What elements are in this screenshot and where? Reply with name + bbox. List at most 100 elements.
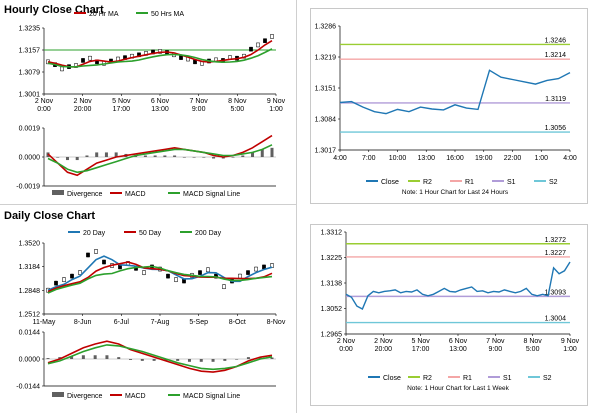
divergence-bar xyxy=(129,359,133,360)
divergence-bar xyxy=(212,157,216,159)
y-tick-label: 1.3017 xyxy=(315,148,337,155)
legend-label-r1: R1 xyxy=(465,179,474,186)
divergence-bar xyxy=(70,356,74,359)
y-tick-label: 1.3157 xyxy=(19,48,41,55)
candle-body xyxy=(246,270,250,275)
x-tick-label: 0:00 xyxy=(37,106,51,113)
x-tick-label: 6 Nov xyxy=(151,98,170,105)
level-label-s1: 1.3119 xyxy=(545,96,566,103)
divergence-bar xyxy=(231,157,235,158)
candle-body xyxy=(142,270,146,275)
y-tick-label: 1.3052 xyxy=(321,306,343,313)
macd-signal-line xyxy=(47,144,273,174)
vertical-divider xyxy=(296,0,297,413)
divergence-bar xyxy=(56,157,60,158)
candle-body xyxy=(206,267,210,273)
y-tick-label: -0.0144 xyxy=(16,384,40,391)
moving-average-line xyxy=(47,48,273,68)
daily-macd-chart: 0.0144 0.0000 -0.0144 Divergence MACD MACD Si… xyxy=(16,330,276,400)
hourly-macd-chart: 0.0019 0.0000 -0.0019 Divergence MACD MACD Si… xyxy=(16,126,276,198)
candle-body xyxy=(78,270,82,275)
y-tick-label: 1.3184 xyxy=(19,264,41,271)
divergence-bar xyxy=(114,152,118,157)
level-label-r2: 1.3272 xyxy=(545,237,567,244)
divergence-bar xyxy=(192,157,196,158)
x-tick-label: 2 Nov xyxy=(74,98,93,105)
x-tick-label: 2 Nov xyxy=(35,98,54,105)
macd-signal-line xyxy=(47,344,273,371)
x-tick-label: 13:00 xyxy=(151,106,169,113)
candle-body xyxy=(222,284,226,289)
legend-label-s1: S1 xyxy=(503,375,512,382)
x-tick-label: 1:00 xyxy=(534,155,548,162)
divergence-bar xyxy=(140,359,144,361)
x-tick-label: 13:00 xyxy=(449,346,467,353)
candle-body xyxy=(174,277,178,282)
x-tick-label: 5-Sep xyxy=(189,319,208,326)
candle-body xyxy=(158,49,162,54)
divergence-bar xyxy=(143,155,147,157)
x-tick-label: 20:00 xyxy=(74,106,92,113)
y-tick-label: 1.2512 xyxy=(19,312,41,319)
x-tick-label: 17:00 xyxy=(113,106,131,113)
candle-body xyxy=(166,273,170,279)
y-tick-label: 1.3225 xyxy=(321,255,343,262)
x-tick-label: 2 Nov xyxy=(337,338,356,345)
level-label-r1: 1.3214 xyxy=(545,52,567,59)
legend-label: MACD Signal Line xyxy=(183,191,240,198)
y-tick-label: 1.3235 xyxy=(19,26,41,33)
candle-body xyxy=(263,38,267,43)
divergence-bar xyxy=(58,357,62,359)
x-tick-label: 7 Nov xyxy=(190,98,209,105)
legend-label: MACD Signal Line xyxy=(183,393,240,400)
y-tick-label: 0.0000 xyxy=(19,357,41,364)
divergence-bar xyxy=(153,155,157,157)
daily-title: Daily Close Chart xyxy=(4,210,96,222)
level-label-s2: 1.3056 xyxy=(545,125,567,132)
x-tick-label: 8 Nov xyxy=(524,338,543,345)
divergence-bar xyxy=(46,358,50,359)
divergence-bar xyxy=(260,149,264,157)
y-tick-label: 1.3084 xyxy=(315,117,337,124)
x-tick-label: 8-Jun xyxy=(74,319,92,326)
y-tick-label: 1.3286 xyxy=(315,24,337,31)
moving-average-line xyxy=(47,40,273,68)
divergence-bar xyxy=(95,152,99,157)
candle-body xyxy=(254,266,258,272)
candle-body xyxy=(62,277,66,282)
divergence-bar xyxy=(93,355,97,359)
weekly-levels-frame xyxy=(310,224,588,406)
candle-body xyxy=(198,270,202,275)
x-tick-label: 0:00 xyxy=(339,346,353,353)
horizontal-divider xyxy=(0,204,296,205)
candle-body xyxy=(256,42,260,48)
legend-label: 50 Day xyxy=(139,230,162,237)
x-tick-label: 4:00 xyxy=(563,155,577,162)
x-tick-label: 8-Nov xyxy=(267,319,286,326)
y-tick-label: 1.3151 xyxy=(315,86,337,93)
legend-label-r2: R2 xyxy=(423,375,432,382)
divergence-bar xyxy=(258,357,262,359)
moving-average-line xyxy=(47,265,273,294)
divergence-bar xyxy=(85,155,89,157)
candle-body xyxy=(249,46,253,52)
x-tick-label: 6 Nov xyxy=(449,338,468,345)
macd-line xyxy=(47,134,273,177)
legend-label-r1: R1 xyxy=(463,375,472,382)
candle-body xyxy=(238,273,242,279)
candle-body xyxy=(94,249,98,254)
divergence-bar xyxy=(176,359,180,361)
legend-label-close: Close xyxy=(383,375,401,382)
divergence-bar xyxy=(75,157,79,161)
divergence-bar xyxy=(270,147,274,157)
x-tick-label: 7 Nov xyxy=(486,338,505,345)
divergence-bar xyxy=(164,359,168,361)
level-label-s2: 1.3004 xyxy=(545,316,567,323)
y-tick-label: 1.3312 xyxy=(321,230,343,237)
level-label-r1: 1.3227 xyxy=(545,250,567,257)
candle-body xyxy=(54,280,58,286)
divergence-bar xyxy=(270,357,274,359)
x-tick-label: 17:00 xyxy=(412,346,430,353)
legend-label-s2: S2 xyxy=(549,179,558,186)
